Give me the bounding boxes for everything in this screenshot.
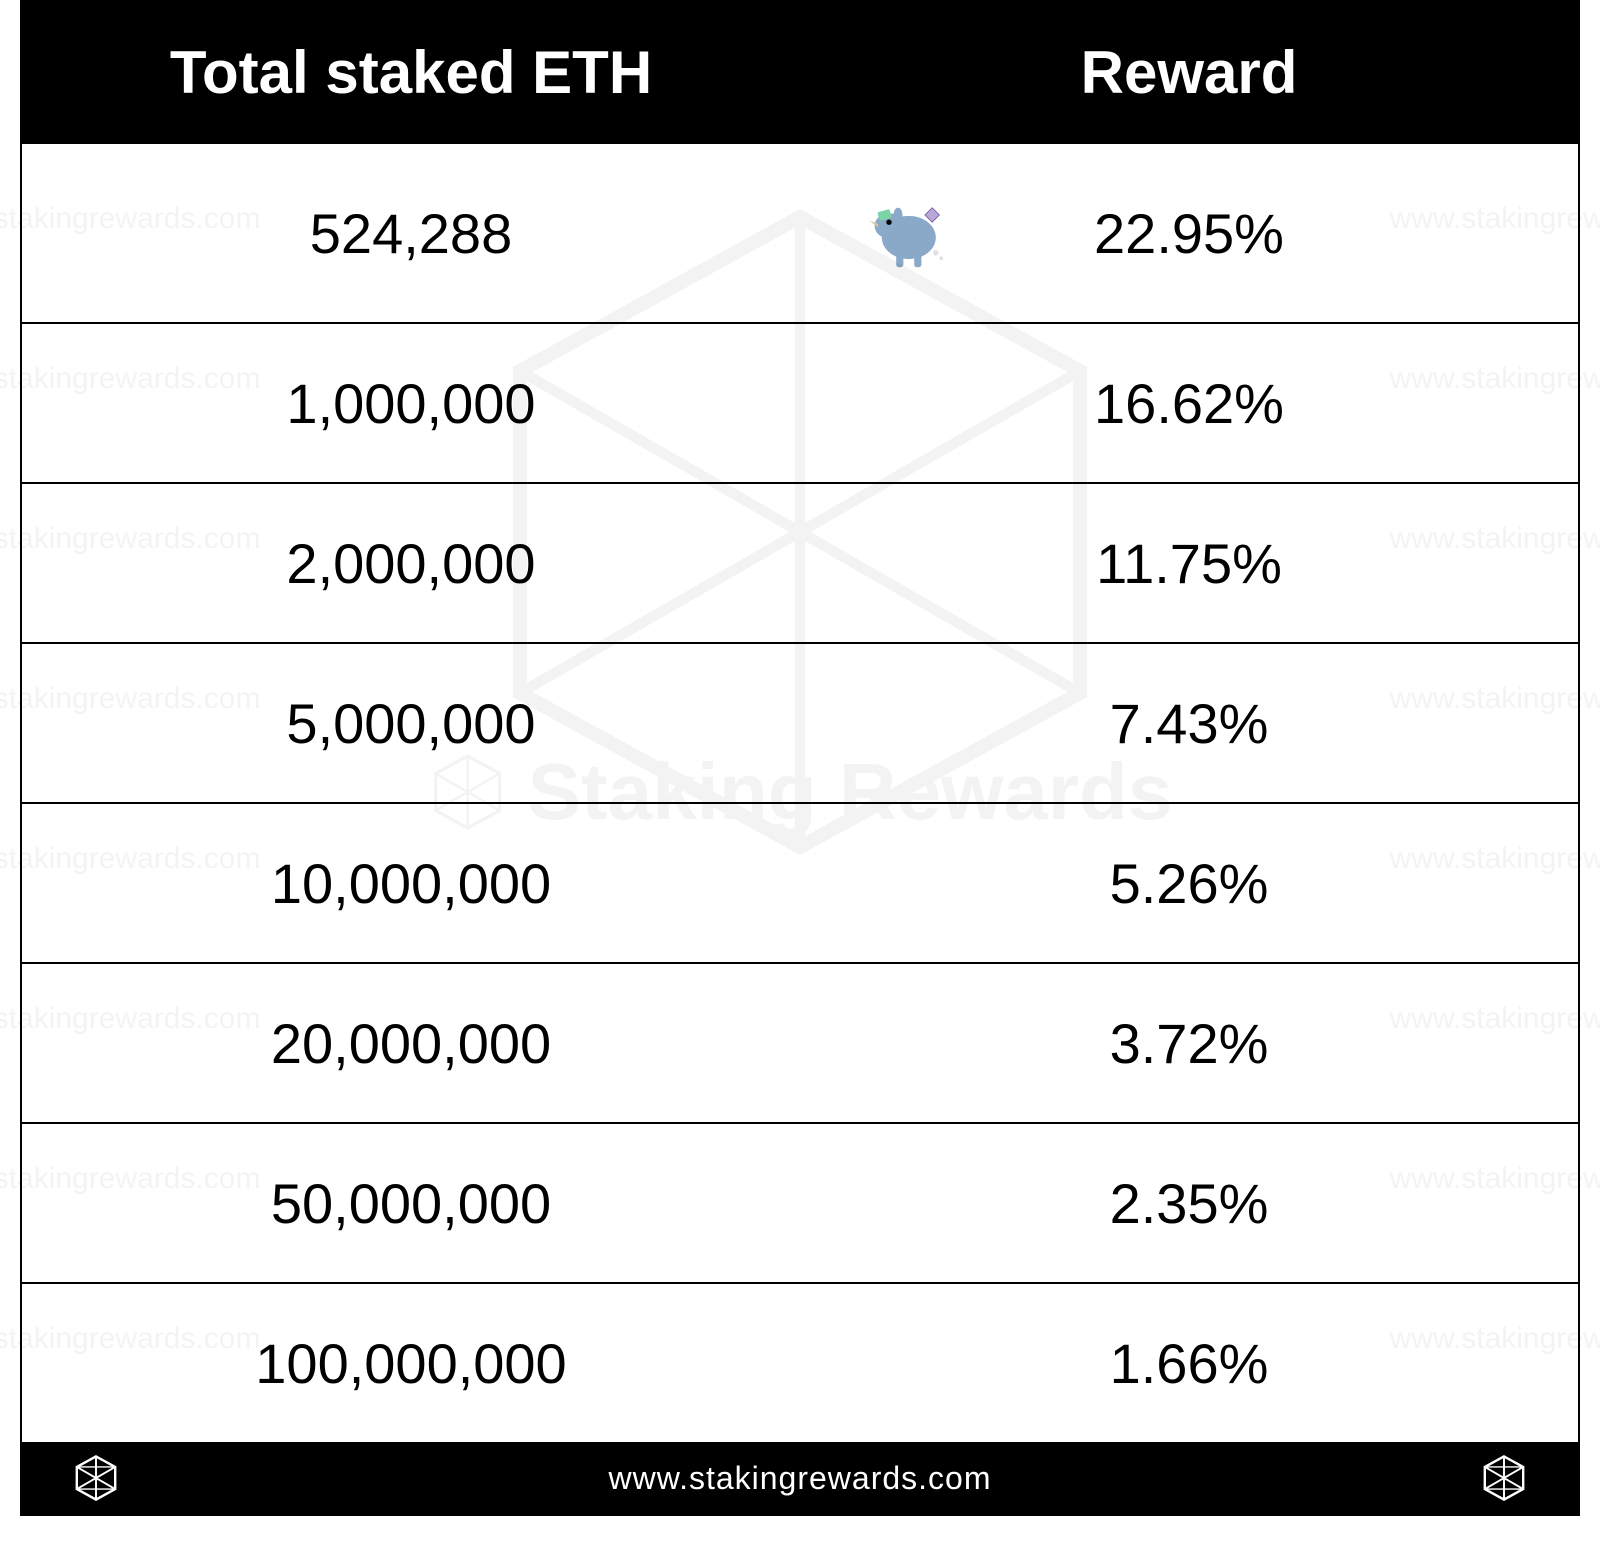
cell-staked: 2,000,000 [22, 531, 800, 596]
cell-staked: 20,000,000 [22, 1011, 800, 1076]
cell-staked: 1,000,000 [22, 371, 800, 436]
table-row: 5,000,000 7.43% [22, 642, 1578, 802]
table-body: Staking Rewards www.stakingrewards.com w… [22, 142, 1578, 1442]
footer-url: www.stakingrewards.com [609, 1460, 992, 1497]
table-row: 10,000,000 5.26% [22, 802, 1578, 962]
staking-table-container: Total staked ETH Reward Staking Rewards … [20, 0, 1580, 1516]
table-row: 524,288 22.95% [22, 142, 1578, 322]
table-row: 100,000,000 1.66% [22, 1282, 1578, 1442]
table-row: 50,000,000 2.35% [22, 1122, 1578, 1282]
cell-staked: 10,000,000 [22, 851, 800, 916]
cell-reward: 2.35% [800, 1171, 1578, 1236]
header-reward: Reward [800, 38, 1578, 107]
cell-reward: 1.66% [800, 1331, 1578, 1396]
footer-logo-right-icon [1480, 1454, 1528, 1502]
cell-reward: 22.95% [800, 201, 1578, 266]
table-row: 1,000,000 16.62% [22, 322, 1578, 482]
cell-reward: 7.43% [800, 691, 1578, 756]
table-row: 20,000,000 3.72% [22, 962, 1578, 1122]
cell-reward: 16.62% [800, 371, 1578, 436]
footer-logo-left-icon [72, 1454, 120, 1502]
header-staked: Total staked ETH [22, 38, 800, 107]
table-row: 2,000,000 11.75% [22, 482, 1578, 642]
cell-reward: 11.75% [800, 531, 1578, 596]
table-header-row: Total staked ETH Reward [22, 2, 1578, 142]
cell-staked: 5,000,000 [22, 691, 800, 756]
cell-reward: 3.72% [800, 1011, 1578, 1076]
table-footer: www.stakingrewards.com [22, 1442, 1578, 1514]
cell-reward: 5.26% [800, 851, 1578, 916]
cell-staked: 100,000,000 [22, 1331, 800, 1396]
cell-staked: 524,288 [22, 201, 800, 266]
cell-staked: 50,000,000 [22, 1171, 800, 1236]
